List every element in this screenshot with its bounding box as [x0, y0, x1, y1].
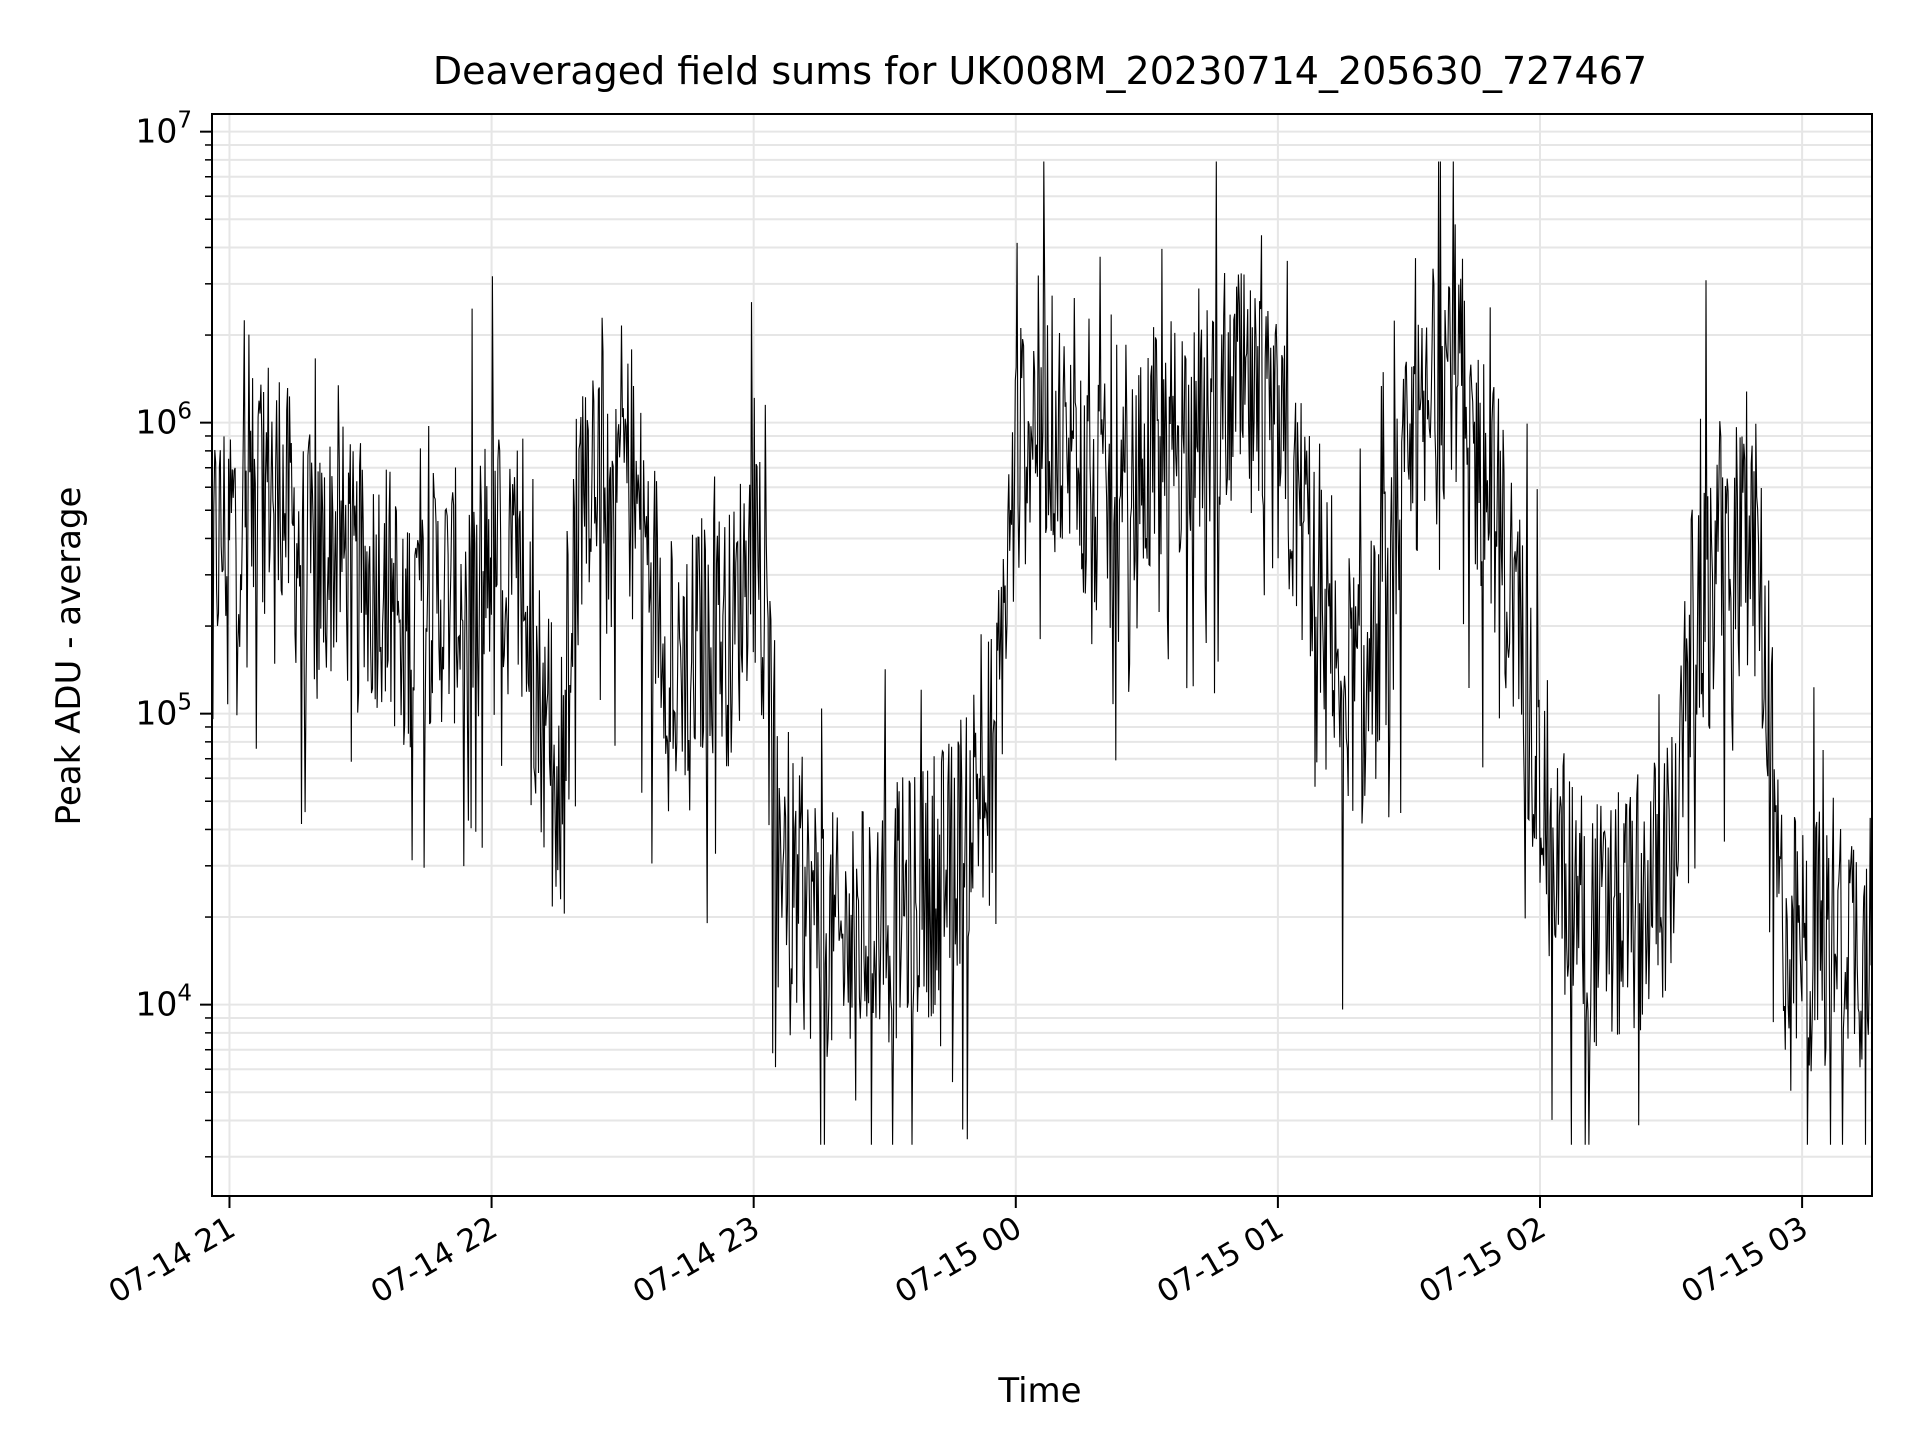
x-axis: 07-14 21 07-14 22 07-14 23 07-15 00 07-15 01… — [103, 1196, 1814, 1311]
x-tick-label: 07-14 22 — [365, 1210, 504, 1311]
y-tick-label: 107 — [135, 108, 192, 151]
x-tick-label: 07-15 01 — [1151, 1210, 1290, 1311]
x-tick-label: 07-15 00 — [889, 1210, 1028, 1311]
x-tick-label: 07-15 03 — [1675, 1210, 1814, 1311]
plot-frame — [211, 113, 1873, 1197]
y-axis-label: Peak ADU - average — [49, 487, 89, 826]
y-axis: 104 105 106 107 — [135, 108, 212, 1158]
x-tick-label: 07-14 23 — [627, 1210, 766, 1311]
y-tick-label: 106 — [135, 399, 192, 442]
chart-title: Deaveraged field sums for UK008M_2023071… — [433, 49, 1647, 93]
x-axis-label: Time — [997, 1371, 1081, 1411]
y-tick-label: 105 — [135, 690, 192, 733]
y-tick-label: 104 — [135, 981, 192, 1024]
grid — [212, 114, 1872, 1196]
x-tick-label: 07-14 21 — [103, 1210, 242, 1311]
x-tick-label: 07-15 02 — [1413, 1210, 1552, 1311]
series-line — [211, 161, 1873, 1145]
